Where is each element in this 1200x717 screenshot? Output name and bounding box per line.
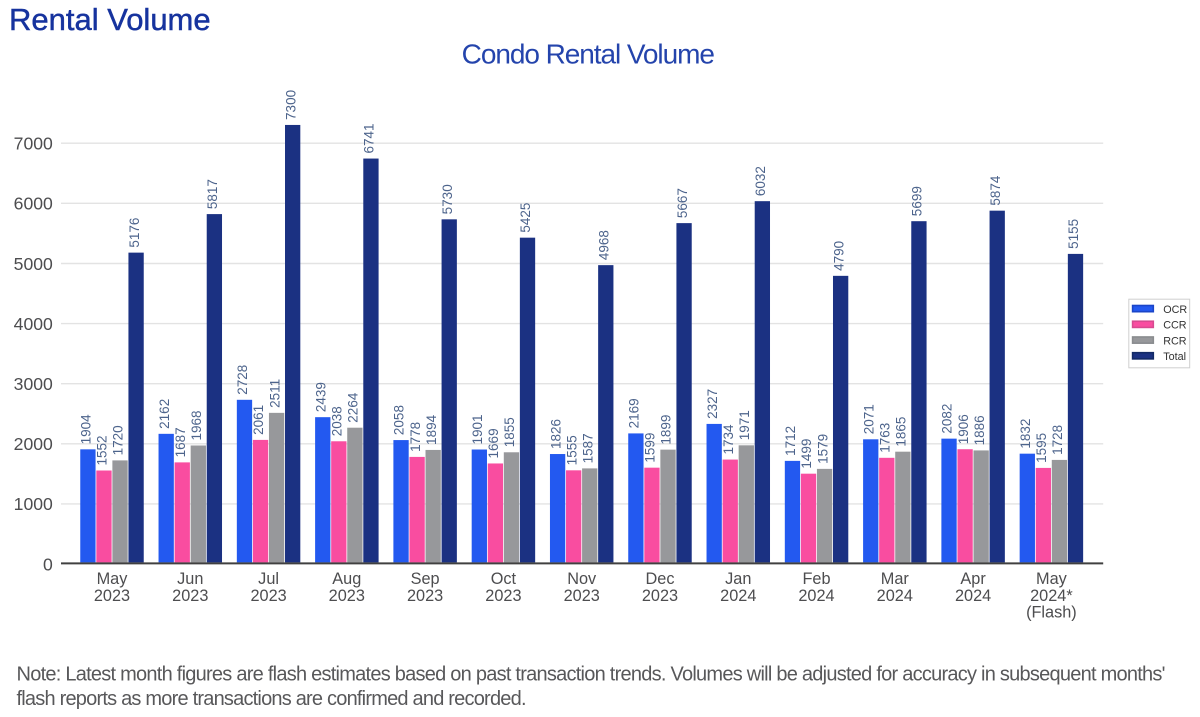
svg-text:5425: 5425 <box>518 203 533 233</box>
svg-text:2162: 2162 <box>157 399 172 429</box>
svg-text:2024: 2024 <box>877 587 913 605</box>
svg-text:2024*: 2024* <box>1030 587 1073 605</box>
svg-text:(Flash): (Flash) <box>1026 604 1077 622</box>
svg-text:1865: 1865 <box>894 417 909 447</box>
svg-text:1579: 1579 <box>815 434 830 464</box>
svg-text:2169: 2169 <box>627 398 642 428</box>
svg-text:2264: 2264 <box>346 392 361 423</box>
svg-text:5817: 5817 <box>205 179 220 209</box>
svg-text:2327: 2327 <box>705 389 720 419</box>
svg-text:3000: 3000 <box>14 374 53 394</box>
svg-text:5000: 5000 <box>14 254 53 274</box>
svg-text:7000: 7000 <box>14 134 53 154</box>
svg-text:1552: 1552 <box>95 435 110 465</box>
svg-text:OCR: OCR <box>1163 304 1187 316</box>
svg-text:2023: 2023 <box>407 587 443 605</box>
svg-text:2024: 2024 <box>955 587 991 605</box>
svg-text:2023: 2023 <box>485 587 521 605</box>
svg-text:2439: 2439 <box>313 382 328 412</box>
svg-text:2023: 2023 <box>564 587 600 605</box>
svg-text:May: May <box>1036 570 1068 588</box>
svg-text:1906: 1906 <box>956 414 971 444</box>
svg-text:Feb: Feb <box>802 570 830 588</box>
svg-text:Apr: Apr <box>960 570 986 588</box>
svg-text:6741: 6741 <box>362 124 377 154</box>
svg-text:6000: 6000 <box>14 194 53 214</box>
svg-text:1904: 1904 <box>79 414 94 445</box>
svg-text:0: 0 <box>43 554 53 574</box>
svg-text:Dec: Dec <box>646 570 675 588</box>
svg-text:6032: 6032 <box>753 166 768 196</box>
svg-text:1763: 1763 <box>878 423 893 453</box>
svg-text:1971: 1971 <box>737 410 752 440</box>
svg-text:1587: 1587 <box>580 433 595 463</box>
svg-text:1855: 1855 <box>502 417 517 447</box>
svg-text:1734: 1734 <box>721 424 736 455</box>
svg-text:CCR: CCR <box>1163 320 1187 332</box>
svg-text:2023: 2023 <box>94 587 130 605</box>
svg-text:5667: 5667 <box>675 188 690 218</box>
svg-text:1595: 1595 <box>1034 433 1049 463</box>
svg-text:2023: 2023 <box>250 587 286 605</box>
svg-text:2071: 2071 <box>861 404 876 434</box>
svg-text:2000: 2000 <box>14 434 53 454</box>
svg-text:1712: 1712 <box>783 426 798 456</box>
svg-text:Aug: Aug <box>332 570 361 588</box>
svg-text:1720: 1720 <box>111 425 126 455</box>
svg-text:5730: 5730 <box>440 184 455 214</box>
svg-text:5874: 5874 <box>988 175 1003 206</box>
svg-text:2061: 2061 <box>251 405 266 435</box>
svg-text:2023: 2023 <box>642 587 678 605</box>
svg-text:Total: Total <box>1163 351 1186 363</box>
svg-text:2058: 2058 <box>392 405 407 435</box>
svg-text:2511: 2511 <box>267 379 282 408</box>
svg-text:Oct: Oct <box>491 570 517 588</box>
svg-text:7300: 7300 <box>283 90 298 120</box>
svg-text:Sep: Sep <box>411 570 440 588</box>
svg-text:Mar: Mar <box>881 570 910 588</box>
svg-text:2023: 2023 <box>172 587 208 605</box>
svg-text:1728: 1728 <box>1050 425 1065 455</box>
svg-text:4968: 4968 <box>596 230 611 260</box>
svg-text:1778: 1778 <box>408 422 423 452</box>
svg-text:2024: 2024 <box>720 587 756 605</box>
svg-text:5699: 5699 <box>910 186 925 216</box>
svg-text:5176: 5176 <box>127 218 142 248</box>
svg-text:2728: 2728 <box>235 365 250 395</box>
svg-text:1669: 1669 <box>486 428 501 458</box>
svg-text:5155: 5155 <box>1066 219 1081 249</box>
svg-text:1555: 1555 <box>564 435 579 465</box>
svg-text:4000: 4000 <box>14 314 53 334</box>
svg-text:1599: 1599 <box>643 433 658 463</box>
svg-text:1499: 1499 <box>799 439 814 469</box>
svg-text:2038: 2038 <box>330 406 345 436</box>
svg-text:Jul: Jul <box>258 570 279 588</box>
svg-text:Nov: Nov <box>567 570 597 588</box>
svg-text:1000: 1000 <box>14 494 53 514</box>
svg-text:flash reports as more transact: flash reports as more transactions are c… <box>17 688 527 710</box>
svg-text:1826: 1826 <box>548 419 563 449</box>
svg-text:1968: 1968 <box>189 410 204 440</box>
svg-text:Jun: Jun <box>177 570 203 588</box>
svg-text:4790: 4790 <box>831 241 846 271</box>
svg-text:Rental Volume: Rental Volume <box>9 2 211 37</box>
svg-text:RCR: RCR <box>1163 335 1187 347</box>
svg-text:Jan: Jan <box>725 570 751 588</box>
svg-text:Note: Latest month figures are: Note: Latest month figures are flash est… <box>17 664 1166 686</box>
svg-text:2024: 2024 <box>798 587 834 605</box>
svg-text:1687: 1687 <box>173 427 188 457</box>
svg-text:May: May <box>97 570 129 588</box>
svg-text:Condo Rental Volume: Condo Rental Volume <box>462 38 715 69</box>
svg-text:1832: 1832 <box>1018 419 1033 449</box>
svg-text:2023: 2023 <box>329 587 365 605</box>
svg-text:1886: 1886 <box>972 415 987 445</box>
svg-text:1901: 1901 <box>470 414 485 444</box>
svg-text:1899: 1899 <box>659 415 674 445</box>
svg-text:2082: 2082 <box>940 404 955 434</box>
svg-text:1894: 1894 <box>424 414 439 445</box>
